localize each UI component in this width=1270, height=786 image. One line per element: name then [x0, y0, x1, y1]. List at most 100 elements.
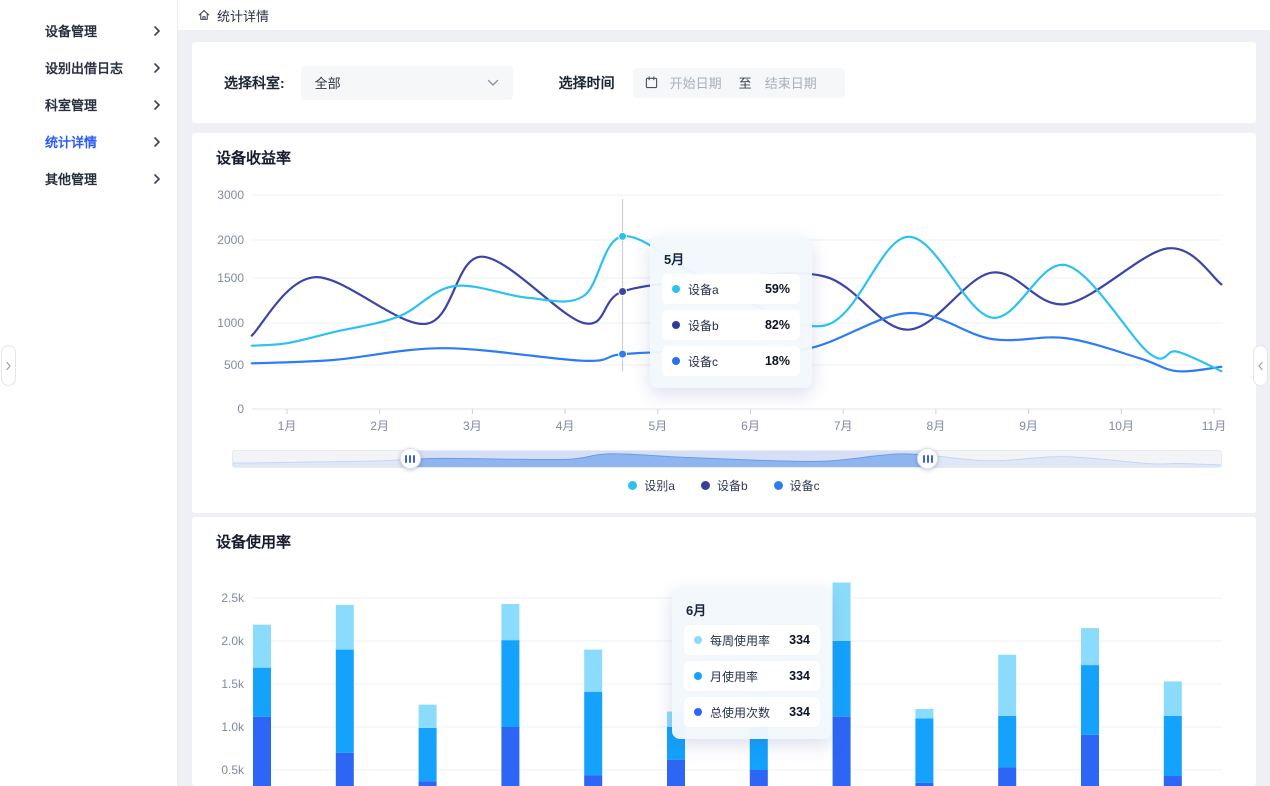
series-dot-icon	[694, 708, 702, 716]
bar-segment[interactable]	[832, 582, 851, 641]
sidebar-item-other-management[interactable]: 其他管理	[0, 160, 177, 197]
legend-item-series-c[interactable]: 设备c	[773, 477, 820, 494]
bar-segment[interactable]	[584, 649, 603, 692]
bar-segment[interactable]	[832, 716, 851, 786]
bar-segment[interactable]	[749, 770, 768, 786]
x-axis-label: 3月	[463, 419, 482, 433]
tooltip-row: 每周使用率 334	[684, 625, 820, 655]
bar-segment[interactable]	[418, 727, 437, 782]
legend-dot-icon	[773, 481, 783, 490]
y-axis-label: 2.0k	[221, 634, 245, 648]
bar-segment[interactable]	[667, 759, 685, 786]
sidebar-item-label: 科室管理	[45, 98, 98, 113]
legend-item-series-a[interactable]: 设别a	[628, 477, 675, 494]
chevron-left-icon	[1258, 361, 1263, 370]
sidebar-item-lending-log[interactable]: 设别出借日志	[0, 49, 177, 86]
chevron-right-icon	[153, 173, 161, 184]
bar-segment[interactable]	[998, 715, 1017, 768]
sidebar: 设备管理 设别出借日志 科室管理 统计详情 其他管理	[0, 0, 178, 786]
bar-segment[interactable]	[1163, 681, 1182, 716]
x-axis-label: 8月	[927, 419, 946, 433]
y-axis-label: 1500	[217, 271, 244, 285]
revenue-line-chart[interactable]: 0 500 1000 1500 2000 3000 1月 2月 3月 4月 5月 6月 7月 8月 9月 10…	[192, 133, 1256, 513]
x-axis-label: 9月	[1019, 419, 1038, 433]
legend-dot-icon	[700, 481, 710, 490]
bar-segment[interactable]	[1163, 776, 1182, 786]
department-select[interactable]: 全部	[300, 65, 513, 100]
breadcrumb[interactable]: 统计详情	[217, 8, 270, 24]
tooltip-title: 5月	[664, 252, 685, 267]
series-dot-icon	[672, 321, 680, 329]
tooltip-series-value: 82%	[764, 318, 790, 332]
tooltip-title: 6月	[686, 603, 707, 618]
tooltip-series-name: 设备b	[688, 318, 719, 333]
legend-label: 设备c	[789, 479, 820, 493]
bar-segment[interactable]	[1081, 734, 1099, 786]
sidebar-item-statistics-detail[interactable]: 统计详情	[0, 123, 177, 160]
datazoom-track[interactable]	[232, 450, 1222, 468]
expand-left-panel-button[interactable]	[1, 345, 16, 386]
datazoom-preview-wave	[233, 451, 1221, 467]
sidebar-item-device-management[interactable]: 设备管理	[0, 12, 177, 49]
bar-segment[interactable]	[915, 718, 934, 783]
tooltip-series-value: 59%	[764, 282, 790, 296]
bar-segment[interactable]	[253, 624, 271, 668]
bar-segment[interactable]	[253, 667, 271, 717]
sidebar-item-label: 设备管理	[45, 24, 98, 39]
bar-segment[interactable]	[584, 691, 603, 776]
filter-row: 选择科室: 全部 选择时间 开始日期 至 结束日期	[224, 42, 1236, 123]
bar-segment[interactable]	[1163, 715, 1182, 777]
x-axis-label: 10月	[1109, 419, 1134, 433]
sidebar-item-label: 统计详情	[45, 135, 98, 150]
legend-label: 设备b	[716, 479, 748, 493]
y-axis-label: 1000	[217, 316, 244, 330]
series-dot-icon	[672, 285, 680, 293]
y-axis-label: 2000	[217, 233, 244, 247]
bar-segment[interactable]	[915, 782, 934, 786]
series-dot-icon	[694, 672, 702, 680]
start-date-input[interactable]: 开始日期	[669, 76, 722, 91]
bar-segment[interactable]	[501, 640, 520, 727]
date-range-picker[interactable]: 开始日期 至 结束日期	[632, 67, 845, 98]
bar-segment[interactable]	[584, 775, 603, 786]
bar-segment[interactable]	[915, 708, 934, 719]
bar-segment[interactable]	[501, 604, 520, 641]
x-axis-label: 6月	[741, 419, 760, 433]
tooltip-series-value: 334	[789, 633, 810, 647]
bar-segment[interactable]	[1081, 628, 1099, 666]
chart-legend: 设别a 设备b 设备c	[192, 477, 1256, 494]
chevron-right-icon	[6, 361, 11, 370]
usage-chart-title: 设备使用率	[216, 534, 292, 551]
tooltip-series-name: 月使用率	[710, 669, 759, 684]
bar-segment[interactable]	[418, 704, 437, 728]
sidebar-item-department-management[interactable]: 科室管理	[0, 86, 177, 123]
bar-segment[interactable]	[998, 654, 1017, 716]
x-axis-label: 4月	[556, 419, 575, 433]
datazoom-left-handle[interactable]	[399, 448, 421, 469]
x-axis-label: 1月	[278, 419, 297, 433]
y-axis-label: 500	[224, 358, 244, 372]
end-date-input[interactable]: 结束日期	[764, 76, 817, 91]
calendar-icon	[645, 76, 658, 89]
bar-segment[interactable]	[998, 767, 1017, 786]
chevron-down-icon	[487, 79, 499, 87]
bar-segment[interactable]	[253, 716, 271, 786]
department-filter-label: 选择科室:	[224, 74, 285, 91]
bar-segment[interactable]	[335, 649, 354, 753]
datazoom-right-handle[interactable]	[917, 448, 939, 469]
bar-segment[interactable]	[418, 781, 437, 786]
device-revenue-chart-card: 设备收益率 0 500 1000 1500 2000 3000 1月 2月 3月 4月 5月 6月 7月…	[192, 133, 1256, 513]
tooltip-rows: 每周使用率 334 月使用率 334 总使用次数 334	[684, 625, 820, 727]
time-filter-label: 选择时间	[558, 74, 615, 91]
bar-segment[interactable]	[335, 604, 354, 650]
bar-segment[interactable]	[501, 727, 520, 786]
collapse-right-panel-button[interactable]	[1253, 345, 1268, 386]
home-icon	[197, 8, 211, 22]
x-axis-label: 5月	[648, 419, 667, 433]
bar-segment[interactable]	[832, 641, 851, 717]
legend-item-series-b[interactable]: 设备b	[700, 477, 748, 494]
bar-segment[interactable]	[1081, 665, 1099, 735]
tooltip-series-name: 设备a	[688, 282, 719, 297]
bar-segment[interactable]	[335, 752, 354, 786]
